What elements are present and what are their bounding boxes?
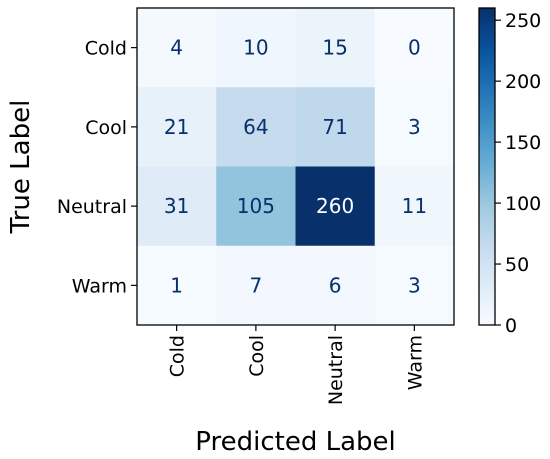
heatmap-cell (216, 87, 296, 167)
heatmap-cell (216, 166, 296, 247)
colorbar-ticks: 0 50 100 150 200 250 (495, 10, 541, 337)
cell-value-label: 260 (316, 194, 354, 218)
cell-value-label: 3 (408, 115, 421, 139)
heatmap-cell (295, 245, 376, 326)
cell-value-label: 11 (402, 194, 427, 218)
cell-value-label: 15 (322, 36, 347, 60)
x-tick-label: Cold (167, 335, 189, 377)
cell-value-label: 3 (408, 273, 421, 297)
y-axis-ticks: Cold Cool Neutral Warm (57, 38, 137, 297)
plot-frame (136, 7, 455, 326)
heatmap-cell (295, 8, 376, 88)
heatmap-cells: 4 10 15 021 64 71 331 105 260 111 7 6 3 (137, 8, 455, 326)
cell-value-label: 6 (329, 273, 342, 297)
colorbar-tick-label: 200 (505, 71, 541, 93)
x-tick-label: Cool (246, 335, 268, 377)
heatmap-cell (374, 8, 455, 88)
cell-value-label: 31 (164, 194, 189, 218)
colorbar (478, 7, 496, 326)
colorbar-tick-label: 50 (505, 254, 529, 276)
cell-value-label: 0 (408, 36, 421, 60)
y-tick-label: Cold (85, 38, 127, 60)
cell-value-label: 1 (170, 273, 183, 297)
heatmap-cell (137, 8, 217, 88)
cell-value-label: 64 (243, 115, 268, 139)
cell-value-label: 4 (170, 36, 183, 60)
x-tick-label: Warm (404, 335, 426, 390)
y-tick-label: Cool (85, 117, 127, 139)
colorbar-tick-label: 250 (505, 10, 541, 32)
cell-value-label: 105 (237, 194, 275, 218)
x-tick-label: Neutral (325, 335, 347, 405)
y-axis-label: True Label (6, 100, 36, 235)
heatmap-cell (295, 87, 376, 167)
y-tick-label: Neutral (57, 196, 127, 218)
cell-value-label: 21 (164, 115, 189, 139)
colorbar-tick-label: 100 (505, 193, 541, 215)
cell-value-label: 10 (243, 36, 268, 60)
heatmap-cell (374, 245, 455, 326)
x-axis-label: Predicted Label (195, 427, 395, 457)
cell-value-label: 7 (250, 273, 263, 297)
heatmap-cell (216, 8, 296, 88)
y-tick-label: Warm (72, 275, 127, 297)
heatmap-cell (137, 87, 217, 167)
heatmap-cell (374, 87, 455, 167)
colorbar-tick-label: 150 (505, 132, 541, 154)
cell-value-label: 71 (322, 115, 347, 139)
heatmap-cell (374, 166, 455, 247)
heatmap-cell (137, 166, 217, 247)
colorbar-tick-label: 0 (505, 315, 517, 337)
x-axis-ticks: Cold Cool Neutral Warm (167, 325, 426, 405)
heatmap-cell (137, 245, 217, 326)
heatmap-cell (216, 245, 296, 326)
heatmap-cell (295, 166, 376, 247)
